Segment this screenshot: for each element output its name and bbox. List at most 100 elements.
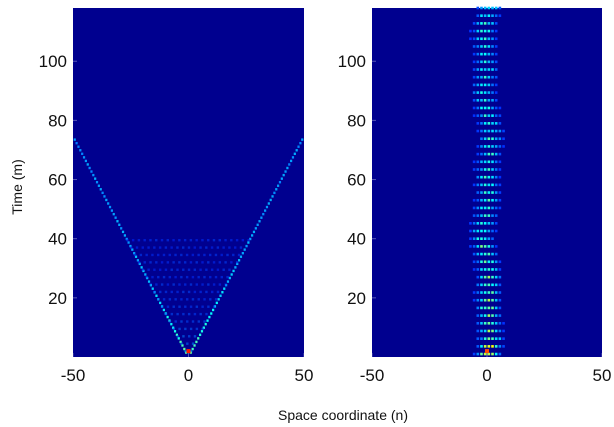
- x-tick-label: 0: [482, 366, 491, 385]
- interference-cell: [207, 283, 210, 286]
- front-cell: [243, 248, 246, 251]
- packet-cell: [476, 183, 480, 187]
- interference-cell: [186, 320, 189, 323]
- front-cell: [131, 248, 134, 251]
- packet-cell: [494, 183, 498, 187]
- packet-cell: [494, 14, 498, 17]
- packet-cell: [491, 345, 494, 348]
- packet-cell: [480, 29, 483, 33]
- packet-cell: [472, 83, 476, 87]
- heatmap-left: [73, 138, 304, 354]
- packet-cell: [487, 298, 491, 302]
- front-cell: [260, 216, 263, 219]
- packet-cell: [498, 183, 502, 187]
- packet-cell: [476, 314, 480, 317]
- interference-cell: [205, 290, 208, 294]
- packet-cell: [483, 345, 487, 348]
- interference-cell: [191, 342, 195, 345]
- plot-area-right: [372, 8, 602, 357]
- packet-cell: [494, 337, 498, 340]
- packet-cell: [494, 152, 498, 156]
- front-cell: [295, 149, 298, 152]
- packet-cell: [494, 306, 498, 310]
- interference-cell: [201, 283, 204, 286]
- packet-cell: [494, 229, 498, 233]
- front-cell: [293, 152, 296, 156]
- packet-cell: [480, 83, 483, 87]
- interference-cell: [178, 327, 181, 331]
- packet-cell: [480, 45, 483, 48]
- packet-cell: [476, 206, 480, 210]
- front-cell: [75, 141, 78, 145]
- packet-cell: [480, 75, 483, 79]
- interference-cell: [201, 327, 204, 331]
- packet-cell: [476, 283, 480, 287]
- front-cell: [95, 181, 99, 184]
- interference-cell: [176, 268, 179, 271]
- packet-cell: [480, 37, 483, 41]
- packet-cell: [472, 160, 476, 164]
- packet-cell: [498, 129, 502, 133]
- packet-cell: [487, 14, 491, 17]
- x-tick-label: -50: [61, 366, 86, 385]
- interference-cell: [224, 261, 227, 264]
- front-cell: [262, 212, 265, 216]
- packet-cell: [476, 83, 480, 87]
- packet-cell: [476, 268, 480, 271]
- front-cell: [129, 244, 132, 248]
- packet-cell: [472, 260, 476, 264]
- front-cell: [215, 301, 218, 305]
- front-cell: [210, 312, 213, 315]
- front-cell: [238, 259, 241, 262]
- packet-cell: [480, 14, 483, 17]
- interference-cell: [174, 320, 177, 323]
- interference-cell: [149, 238, 152, 242]
- front-cell: [99, 188, 102, 191]
- front-cell: [206, 319, 209, 322]
- packet-cell: [483, 298, 487, 302]
- packet-cell: [483, 252, 487, 256]
- y-tick-label: 100: [338, 52, 366, 71]
- packet-cell: [498, 191, 502, 194]
- interference-cell: [201, 261, 204, 264]
- interference-cell: [182, 290, 185, 294]
- packet-cell: [487, 98, 491, 102]
- packet-cell: [483, 83, 487, 87]
- packet-cell: [483, 152, 487, 156]
- interference-cell: [184, 305, 187, 308]
- interference-cell: [207, 238, 210, 242]
- interference-cell: [151, 275, 154, 279]
- packet-cell: [487, 198, 491, 202]
- packet-cell: [483, 222, 487, 225]
- packet-cell: [469, 37, 472, 41]
- interference-cell: [170, 290, 173, 294]
- packet-cell: [491, 214, 494, 217]
- packet-cell: [483, 60, 487, 64]
- packet-cell: [494, 83, 498, 87]
- packet-cell: [498, 114, 502, 117]
- interference-cell: [205, 312, 208, 316]
- packet-cell: [483, 275, 487, 279]
- interference-cell: [188, 335, 191, 338]
- source-cell: [186, 349, 191, 354]
- packet-cell: [491, 60, 494, 64]
- packet-cell: [491, 160, 494, 164]
- packet-cell: [487, 260, 491, 264]
- packet-cell: [476, 52, 480, 56]
- interference-cell: [180, 320, 183, 323]
- y-axis-label: Time (m): [9, 159, 25, 214]
- interference-cell: [153, 268, 156, 271]
- packet-cell: [480, 268, 483, 271]
- interference-cell: [216, 290, 220, 294]
- packet-cell: [487, 145, 491, 148]
- packet-cell: [491, 245, 494, 248]
- packet-cell: [476, 191, 480, 194]
- packet-cell: [483, 29, 487, 33]
- x-axis-label: Space coordinate (n): [278, 407, 408, 423]
- packet-cell: [476, 29, 480, 33]
- packet-cell: [480, 60, 483, 64]
- packet-cell: [483, 91, 487, 94]
- packet-cell: [494, 129, 498, 133]
- packet-cell: [472, 168, 476, 171]
- packet-cell: [491, 175, 494, 179]
